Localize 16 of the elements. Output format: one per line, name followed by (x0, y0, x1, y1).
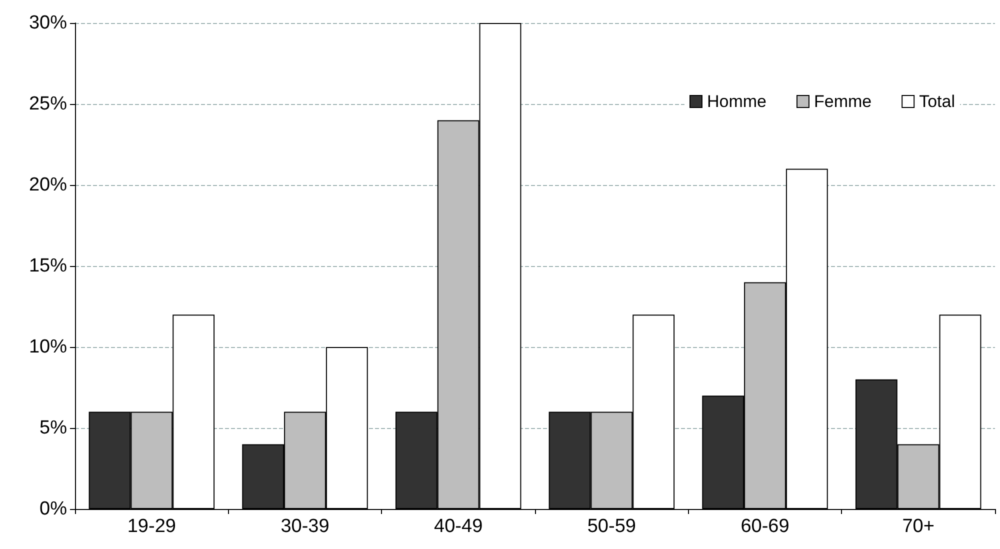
legend-label: Total (919, 92, 956, 111)
x-tick-label: 19-29 (127, 516, 176, 537)
y-tick-label: 30% (28, 12, 68, 34)
y-tick-label: 10% (28, 336, 68, 358)
legend-label: Homme (706, 92, 766, 111)
x-tick-label: 70+ (902, 516, 934, 537)
x-tick-label: 50-59 (587, 516, 636, 537)
x-tick-label: 30-39 (280, 516, 330, 537)
y-tick-label: 0% (40, 498, 68, 520)
legend-label: Femme (814, 92, 872, 111)
y-tick-label: 15% (28, 256, 68, 276)
y-tick-label: 25% (28, 94, 68, 114)
y-tick-label: 20% (28, 174, 68, 196)
x-tick-label: 40-49 (434, 516, 483, 537)
x-tick-label: 60-69 (740, 516, 790, 537)
y-tick-label: 5% (40, 418, 68, 438)
